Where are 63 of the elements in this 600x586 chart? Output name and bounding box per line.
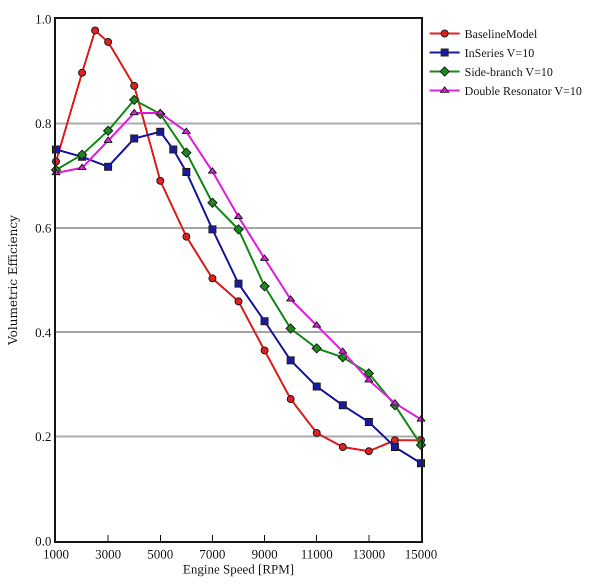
legend-label: InSeries V=10: [464, 46, 534, 60]
point: [182, 232, 190, 241]
x-tick-label: 5000: [147, 546, 174, 562]
legend-label: Side-branch V=10: [464, 65, 553, 80]
legend-label: BaselineModel: [464, 27, 538, 42]
point: [338, 401, 347, 410]
y-tick-label: 1.0: [35, 12, 52, 27]
legend-label: Double Resonator V=10: [464, 84, 582, 98]
point: [208, 274, 216, 282]
point: [234, 297, 242, 306]
point: [286, 395, 295, 404]
point: [234, 212, 244, 220]
point: [156, 176, 164, 185]
point: [130, 108, 139, 116]
point: [104, 38, 112, 46]
point: [286, 324, 296, 334]
point: [208, 225, 216, 234]
point: [208, 167, 217, 174]
x-tick-label: 9000: [252, 546, 278, 562]
point: [103, 126, 114, 136]
y-axis-title: Volumetric Efficiency: [6, 214, 20, 346]
x-tick-label: 7000: [199, 546, 226, 562]
point: [286, 356, 295, 364]
y-tick-label: 0.0: [35, 534, 52, 549]
point: [312, 382, 321, 390]
y-tick-label: 0.4: [35, 324, 52, 340]
x-tick-label: 3000: [95, 546, 122, 562]
y-tick-label: 0.8: [35, 116, 52, 131]
point: [233, 224, 244, 234]
point: [156, 108, 165, 116]
point: [312, 321, 322, 328]
x-axis-title: Engine Speed [RPM]: [182, 562, 294, 577]
point: [156, 128, 164, 136]
y-tick-label: 0.2: [35, 429, 52, 444]
point: [104, 162, 112, 171]
x-tick-label: 15000: [404, 546, 438, 562]
point: [234, 280, 242, 288]
point: [286, 295, 296, 302]
point: [364, 447, 373, 456]
point: [77, 150, 88, 160]
point: [260, 317, 269, 326]
point: [364, 368, 374, 378]
point: [91, 26, 100, 34]
point: [207, 198, 218, 208]
point: [260, 346, 269, 354]
point: [78, 164, 87, 170]
point: [169, 146, 178, 154]
point: [364, 418, 373, 426]
point: [181, 148, 192, 158]
point: [338, 443, 347, 452]
point: [312, 343, 322, 354]
y-tick-label: 0.6: [35, 220, 52, 236]
point: [260, 281, 270, 292]
x-tick-label: 1000: [43, 546, 69, 562]
x-tick-label: 11000: [300, 546, 333, 562]
point: [130, 82, 138, 90]
point: [129, 94, 140, 105]
point: [130, 134, 138, 143]
point: [390, 443, 399, 452]
point: [78, 68, 86, 77]
point: [182, 168, 190, 176]
x-tick-label: 13000: [352, 546, 386, 562]
point: [312, 428, 321, 437]
